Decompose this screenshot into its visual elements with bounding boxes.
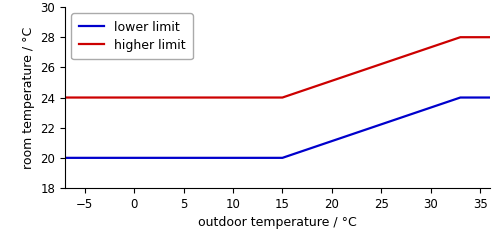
- higher limit: [458, 36, 464, 39]
- lower limit: [487, 96, 493, 99]
- Line: lower limit: lower limit: [65, 98, 490, 158]
- Legend: lower limit, higher limit: lower limit, higher limit: [72, 13, 193, 59]
- X-axis label: outdoor temperature / °C: outdoor temperature / °C: [198, 216, 357, 229]
- higher limit: [62, 96, 68, 99]
- lower limit: [62, 157, 68, 159]
- Y-axis label: room temperature / °C: room temperature / °C: [22, 26, 35, 169]
- lower limit: [458, 96, 464, 99]
- Line: higher limit: higher limit: [65, 37, 490, 98]
- lower limit: [280, 157, 285, 159]
- higher limit: [487, 36, 493, 39]
- higher limit: [280, 96, 285, 99]
